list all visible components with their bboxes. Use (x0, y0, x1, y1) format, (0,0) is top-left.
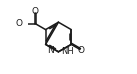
Text: O: O (78, 46, 85, 55)
Text: NH: NH (61, 47, 74, 56)
Text: N: N (48, 46, 54, 55)
Text: O: O (32, 7, 39, 16)
Text: O: O (16, 19, 23, 28)
